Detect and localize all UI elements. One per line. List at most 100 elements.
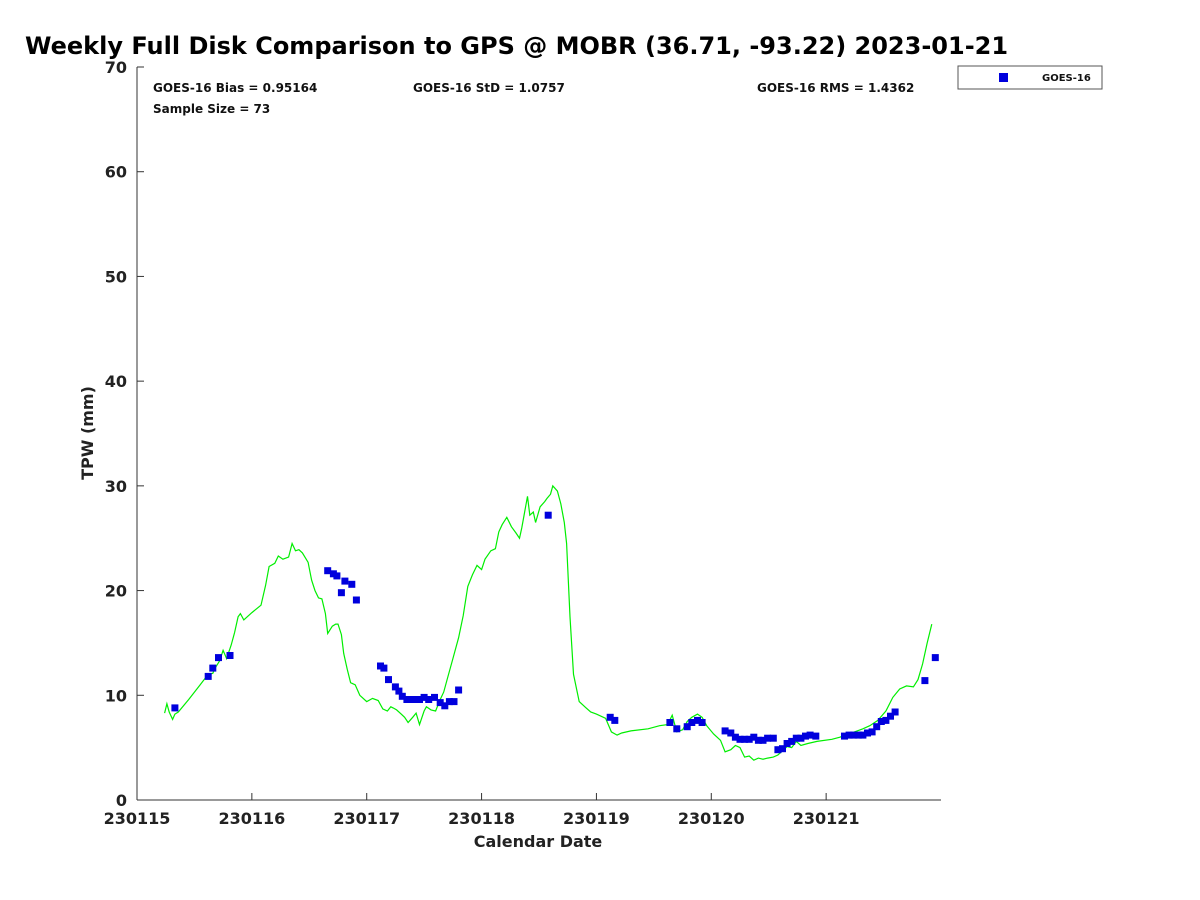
goes16-point bbox=[868, 728, 876, 736]
goes16-point bbox=[750, 733, 758, 741]
legend-box bbox=[957, 65, 1103, 90]
goes16-point bbox=[226, 652, 234, 659]
x-tick-label: 230116 bbox=[218, 809, 285, 828]
goes16-point bbox=[380, 664, 388, 672]
goes16-point bbox=[352, 596, 360, 604]
goes16-point bbox=[455, 686, 463, 694]
goes16-point bbox=[921, 677, 929, 685]
goes16-point bbox=[544, 511, 552, 519]
goes16-point bbox=[797, 734, 805, 742]
goes16-point bbox=[420, 693, 428, 701]
goes16-point bbox=[774, 746, 782, 754]
plot-area bbox=[137, 67, 941, 800]
goes16-point bbox=[792, 734, 800, 742]
goes16-point bbox=[337, 589, 345, 597]
goes16-point bbox=[348, 580, 356, 588]
goes16-point bbox=[931, 654, 939, 662]
goes16-point bbox=[215, 654, 222, 662]
goes16-point bbox=[385, 676, 392, 684]
goes16-point bbox=[408, 696, 415, 703]
goes16-point bbox=[204, 672, 212, 680]
goes16-point bbox=[841, 732, 848, 740]
legend: GOES-16 bbox=[957, 65, 1103, 90]
goes16-point bbox=[688, 719, 696, 726]
x-tick-label: 230120 bbox=[678, 809, 745, 828]
goes16-point bbox=[783, 740, 791, 747]
goes16-point bbox=[416, 696, 423, 703]
goes16-point bbox=[727, 729, 735, 737]
x-axis: 230115 230116 230117 230118 230119 230120 2301… bbox=[104, 793, 941, 828]
y-tick-label: 40 bbox=[105, 372, 127, 391]
goes16-point bbox=[666, 719, 674, 726]
x-tick-label: 230121 bbox=[793, 809, 860, 828]
goes16-point bbox=[806, 731, 814, 739]
goes16-point bbox=[754, 736, 762, 744]
y-tick-label: 70 bbox=[105, 58, 127, 77]
goes16-point bbox=[877, 718, 885, 725]
x-tick-label: 230119 bbox=[563, 809, 630, 828]
x-tick-label: 230118 bbox=[448, 809, 515, 828]
goes16-point bbox=[698, 719, 706, 726]
y-tick-label: 30 bbox=[105, 477, 127, 496]
goes16-point bbox=[450, 698, 458, 706]
goes16-point bbox=[341, 577, 349, 585]
goes16-point bbox=[859, 731, 867, 739]
goes16-point bbox=[445, 698, 453, 706]
goes16-point bbox=[741, 735, 749, 743]
goes16-point bbox=[694, 716, 701, 724]
goes16-series bbox=[171, 511, 939, 754]
goes16-point bbox=[441, 702, 449, 710]
x-axis-label: Calendar Date bbox=[474, 832, 603, 851]
y-axis: 0 10 20 30 40 50 60 70 bbox=[105, 58, 144, 810]
goes16-point bbox=[759, 736, 767, 744]
goes16-point bbox=[395, 687, 403, 695]
bias-stat: GOES-16 Bias = 0.95164 bbox=[153, 81, 317, 95]
legend-marker-goes16 bbox=[999, 73, 1008, 82]
y-tick-label: 20 bbox=[105, 582, 127, 601]
goes16-point bbox=[882, 716, 890, 724]
chart-title: Weekly Full Disk Comparison to GPS @ MOB… bbox=[25, 32, 1008, 60]
goes16-point bbox=[788, 737, 796, 745]
goes16-point bbox=[850, 731, 858, 739]
y-axis-label: TPW (mm) bbox=[78, 386, 97, 480]
goes16-point bbox=[736, 735, 744, 743]
goes16-point bbox=[391, 683, 399, 691]
sample-size-stat: Sample Size = 73 bbox=[153, 102, 270, 116]
goes16-point bbox=[769, 734, 777, 742]
goes16-point bbox=[731, 733, 739, 741]
goes16-point bbox=[171, 704, 179, 712]
goes16-point bbox=[845, 731, 853, 739]
goes16-point bbox=[209, 664, 217, 672]
goes16-point bbox=[745, 735, 753, 743]
goes16-point bbox=[324, 567, 332, 575]
x-tick-label: 230115 bbox=[104, 809, 171, 828]
goes16-point bbox=[398, 692, 406, 700]
goes16-point bbox=[764, 734, 772, 742]
std-stat: GOES-16 StD = 1.0757 bbox=[413, 81, 565, 95]
goes16-point bbox=[721, 727, 729, 735]
goes16-point bbox=[673, 725, 681, 733]
goes16-point bbox=[891, 708, 899, 716]
goes16-point bbox=[802, 732, 809, 740]
y-tick-label: 50 bbox=[105, 267, 127, 286]
goes16-point bbox=[425, 696, 433, 703]
goes16-point bbox=[431, 693, 438, 701]
legend-label-goes16: GOES-16 bbox=[1042, 73, 1091, 84]
goes16-point bbox=[854, 731, 862, 739]
rms-stat: GOES-16 RMS = 1.4362 bbox=[757, 81, 914, 95]
y-tick-label: 0 bbox=[116, 791, 127, 810]
goes16-point bbox=[812, 732, 820, 740]
goes16-point bbox=[683, 723, 691, 731]
goes16-point bbox=[779, 745, 786, 753]
goes16-point bbox=[333, 572, 341, 580]
gps-line bbox=[164, 484, 933, 761]
gps-series bbox=[164, 484, 933, 761]
goes16-point bbox=[606, 713, 614, 721]
goes16-point bbox=[436, 699, 444, 707]
goes16-point bbox=[864, 729, 871, 737]
x-tick-label: 230117 bbox=[333, 809, 400, 828]
goes16-point bbox=[403, 696, 411, 703]
goes16-point bbox=[611, 716, 619, 724]
goes16-point bbox=[887, 712, 894, 720]
